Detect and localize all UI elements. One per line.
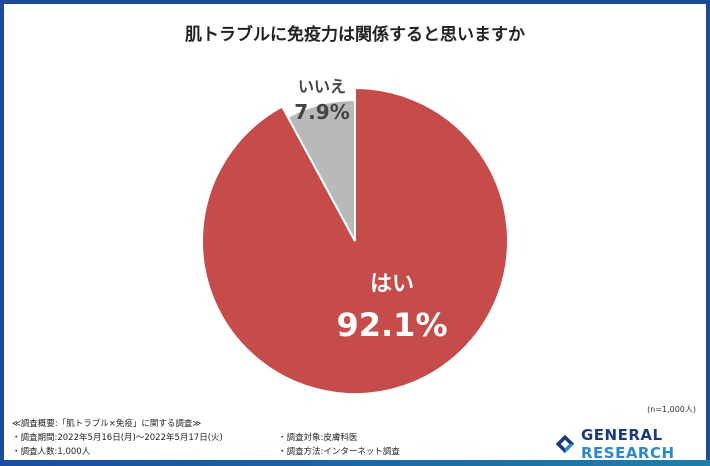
logo: GENERAL RESEARCH xyxy=(555,426,710,462)
slice-label: はい xyxy=(370,272,414,297)
slice-value-label: 7.9% xyxy=(294,100,349,124)
slice-label: いいえ xyxy=(298,77,346,96)
pie-slice-no xyxy=(286,98,356,242)
logo-icon xyxy=(555,434,575,454)
sample-note: (n=1,000人) xyxy=(647,405,696,414)
footer-period: ・調査期間:2022年5月16日(月)～2022年5月17日(火) xyxy=(12,433,223,443)
slice-value-label: 92.1% xyxy=(336,306,447,344)
footer-target: ・調査対象:皮膚科医 xyxy=(278,433,358,443)
chart-title: 肌トラブルに免疫力は関係すると思いますか xyxy=(185,25,525,45)
bottom-band xyxy=(0,460,710,466)
footer-method: ・調査方法:インターネット調査 xyxy=(278,447,400,457)
footer-heading: ≪調査概要:「肌トラブル×免疫」に関する調査≫ xyxy=(12,419,202,429)
logo-text: GENERAL RESEARCH xyxy=(580,426,675,462)
footer-count: ・調査人数:1,000人 xyxy=(12,447,91,457)
